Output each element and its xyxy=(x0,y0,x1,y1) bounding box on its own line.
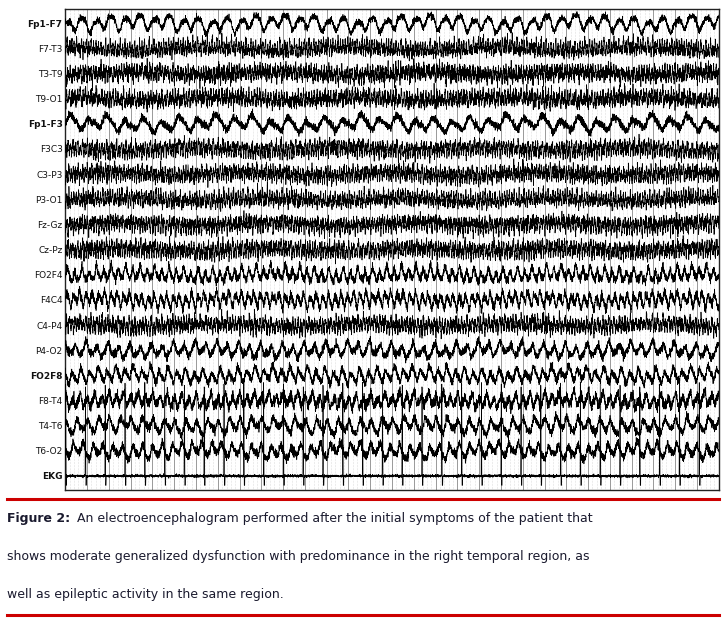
Text: well as epileptic activity in the same region.: well as epileptic activity in the same r… xyxy=(7,588,284,601)
Text: An electroencephalogram performed after the initial symptoms of the patient that: An electroencephalogram performed after … xyxy=(77,512,592,525)
Text: shows moderate generalized dysfunction with predominance in the right temporal r: shows moderate generalized dysfunction w… xyxy=(7,551,590,564)
Text: Figure 2:: Figure 2: xyxy=(7,512,70,525)
